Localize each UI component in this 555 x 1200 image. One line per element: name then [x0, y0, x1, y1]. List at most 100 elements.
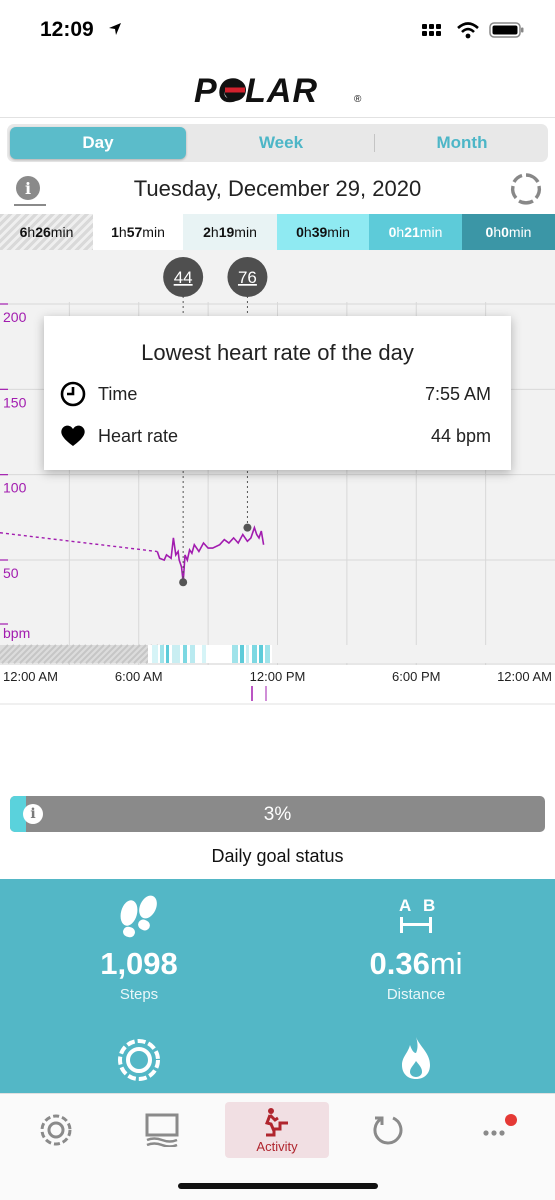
tooltip-time-row: Time 7:55 AM [60, 379, 491, 409]
svg-text:®: ® [354, 94, 362, 105]
y-axis-unit-label: bpm [3, 625, 30, 641]
footsteps-icon [120, 895, 157, 938]
wifi-icon [457, 22, 479, 39]
tab-separator [374, 134, 375, 152]
tooltip-hr-label: Heart rate [98, 425, 179, 446]
hr-series-dashed [0, 532, 158, 553]
activity-strip-segment [259, 645, 263, 663]
distance-stat[interactable]: A B 0.36mi Distance [277, 893, 555, 1003]
activity-strip-segment [172, 645, 180, 663]
activity-strip-hatch [79, 644, 99, 664]
activity-strip-segment [265, 645, 270, 663]
goal-info-icon[interactable]: i [23, 804, 43, 824]
y-tick-label: 50 [3, 565, 19, 581]
high-hr-bubble [227, 257, 268, 297]
activity-strip-hatch [37, 644, 57, 664]
tooltip-title: Lowest heart rate of the day [141, 340, 414, 365]
clock-icon [60, 381, 86, 407]
active-time-icon[interactable] [114, 1035, 164, 1085]
recovery-icon [373, 1116, 403, 1145]
selected-date: Tuesday, December 29, 2020 [133, 176, 422, 201]
activity-strip-hatch [0, 644, 15, 661]
x-tick-label: 12:00 AM [497, 669, 552, 684]
zone-1: 6 h 26 min [0, 214, 93, 250]
heart-icon [61, 425, 85, 446]
header-divider [0, 117, 555, 118]
activity-strip-hatch [43, 644, 63, 664]
location-arrow-icon [109, 23, 121, 35]
status-time: 12:09 [40, 18, 94, 41]
activity-strip-hatch [115, 644, 135, 664]
status-icons [421, 21, 525, 39]
a-to-b-distance-icon: A B [399, 896, 435, 933]
bottom-nav: Activity [0, 1093, 555, 1200]
tooltip-time-label: Time [98, 383, 138, 404]
x-tick-label: 6:00 PM [392, 669, 440, 684]
polar-logo: POLAR ® [0, 66, 555, 116]
zone-5: 0 h 21 min [369, 214, 462, 250]
activity-strip-hatch [103, 644, 123, 664]
activity-strip-segment [183, 645, 187, 663]
tab-day[interactable]: Day [10, 127, 186, 159]
tooltip-time-value: 7:55 AM [424, 383, 491, 404]
more-dots-icon [483, 1114, 517, 1136]
activity-strip-hatch [0, 644, 9, 655]
activity-strip-segment [232, 645, 238, 663]
calories-flame-icon[interactable] [398, 1035, 434, 1081]
date-row: i Tuesday, December 29, 2020 [0, 168, 555, 210]
y-tick-label: 200 [3, 309, 27, 325]
steps-value: 1,098 [100, 946, 178, 981]
nav-item-activity[interactable]: Activity [225, 1102, 329, 1158]
activity-strip-hatch [127, 644, 147, 664]
feed-screen-icon [145, 1113, 179, 1147]
nav-item-feed[interactable] [110, 1102, 214, 1158]
marker-point [179, 578, 188, 587]
low-hr-bubble [163, 257, 204, 297]
notification-dot [505, 1114, 517, 1126]
activity-strip-hatch [13, 644, 33, 664]
activity-strip-hatch [67, 644, 87, 664]
activity-strip-segment [202, 645, 206, 663]
activity-stats-panel: 1,098 Steps A B 0.36mi Distance [0, 879, 555, 1093]
high-hr-bubble-label: 76 [238, 268, 257, 287]
steps-stat[interactable]: 1,098 Steps [0, 893, 278, 1003]
y-tick-label: 150 [3, 394, 27, 410]
tab-week[interactable]: Week [258, 133, 304, 152]
zone-6: 0 h 0 min [462, 214, 555, 250]
activity-strip-future [272, 645, 555, 663]
activity-strip-hatch [19, 644, 39, 664]
nav-item-diary[interactable] [4, 1102, 108, 1158]
zone-4: 0 h 39 min [277, 214, 369, 250]
daily-goal-bar[interactable]: i 3% [10, 796, 545, 832]
low-hr-bubble-label: 44 [174, 268, 193, 287]
x-tick-label: 12:00 AM [3, 669, 58, 684]
activity-strip-hatch [97, 644, 117, 664]
activity-strip-segment [252, 645, 257, 663]
activity-strip-segment [246, 645, 249, 663]
info-underline [14, 204, 46, 206]
hr-series-line [156, 525, 265, 583]
activity-strip-hatch [55, 644, 75, 664]
activity-zones-bar: 6 h 26 min 1 h 57 min 2 h 19 min 0 h 39 min 0 h 21 min 0 h 0 mi… [0, 214, 555, 250]
info-icon[interactable]: i [16, 176, 40, 200]
activity-strip-hatch [31, 644, 51, 664]
zone-2: 1 h 57 min [93, 214, 183, 250]
svg-text:POLAR: POLAR [194, 72, 318, 110]
activity-strip-hatch [49, 644, 69, 664]
daily-goal-percent: 3% [263, 804, 292, 825]
tab-month[interactable]: Month [436, 133, 488, 152]
tooltip-hr-row: Heart rate 44 bpm [60, 421, 491, 451]
activity-strip-hatch [7, 644, 27, 664]
activity-strip-segment [166, 645, 169, 663]
activity-strip-hatch [109, 644, 129, 664]
activity-strip-hatch [61, 644, 81, 664]
activity-strip-hatch [1, 644, 21, 664]
diary-rings-icon [40, 1114, 72, 1146]
activity-stairs-icon [265, 1107, 288, 1136]
activity-strip-hatch [121, 644, 141, 664]
nav-item-activity-label: Activity [256, 1138, 298, 1154]
battery-icon [489, 22, 524, 38]
nav-item-recovery[interactable] [336, 1102, 440, 1158]
sync-icon[interactable] [509, 172, 543, 206]
nav-item-more[interactable] [446, 1102, 550, 1158]
